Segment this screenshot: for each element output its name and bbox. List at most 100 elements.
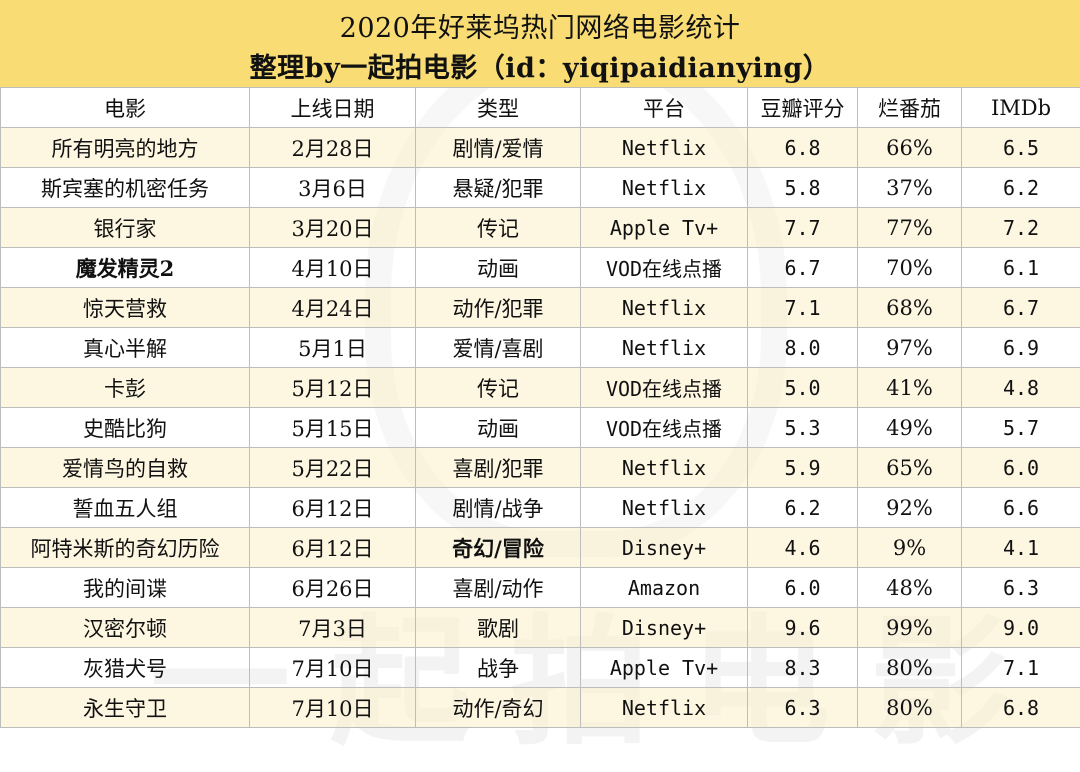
rotten-tomatoes-cell: 49%	[858, 408, 962, 448]
rotten-tomatoes-cell: 37%	[858, 168, 962, 208]
douban-score-cell: 7.7	[748, 208, 858, 248]
douban-score-cell: 6.8	[748, 128, 858, 168]
genre-cell: 传记	[416, 368, 581, 408]
genre-cell: 动画	[416, 408, 581, 448]
table-row: 汉密尔顿 7月3日 歌剧 Disney+ 9.6 99% 9.0	[1, 608, 1080, 648]
genre-cell: 战争	[416, 648, 581, 688]
release-date-cell: 5月1日	[250, 328, 416, 368]
table-row: 阿特米斯的奇幻历险 6月12日 奇幻/冒险 Disney+ 4.6 9% 4.1	[1, 528, 1080, 568]
rotten-tomatoes-cell: 80%	[858, 648, 962, 688]
page-subtitle: 整理by一起拍电影（id：yiqipaidianying）	[0, 46, 1080, 85]
imdb-score-cell: 6.8	[962, 688, 1080, 728]
rotten-tomatoes-cell: 77%	[858, 208, 962, 248]
release-date-cell: 7月3日	[250, 608, 416, 648]
imdb-score-cell: 5.7	[962, 408, 1080, 448]
imdb-score-cell: 9.0	[962, 608, 1080, 648]
imdb-score-cell: 6.7	[962, 288, 1080, 328]
genre-cell: 传记	[416, 208, 581, 248]
genre-cell: 爱情/喜剧	[416, 328, 581, 368]
movie-title-cell: 我的间谍	[1, 568, 250, 608]
douban-score-cell: 8.0	[748, 328, 858, 368]
release-date-cell: 6月12日	[250, 488, 416, 528]
genre-cell: 剧情/爱情	[416, 128, 581, 168]
douban-score-cell: 5.8	[748, 168, 858, 208]
release-date-cell: 5月12日	[250, 368, 416, 408]
douban-score-cell: 5.9	[748, 448, 858, 488]
platform-cell: VOD在线点播	[581, 408, 748, 448]
genre-cell: 喜剧/犯罪	[416, 448, 581, 488]
movie-title-cell: 爱情鸟的自救	[1, 448, 250, 488]
movie-title-cell: 魔发精灵2	[1, 248, 250, 288]
genre-cell: 动画	[416, 248, 581, 288]
platform-cell: Netflix	[581, 288, 748, 328]
movie-title-cell: 永生守卫	[1, 688, 250, 728]
release-date-cell: 7月10日	[250, 688, 416, 728]
column-header-date: 上线日期	[250, 88, 416, 128]
douban-score-cell: 6.0	[748, 568, 858, 608]
movie-title-cell: 灰猎犬号	[1, 648, 250, 688]
platform-cell: Amazon	[581, 568, 748, 608]
douban-score-cell: 7.1	[748, 288, 858, 328]
rotten-tomatoes-cell: 65%	[858, 448, 962, 488]
table-row: 魔发精灵2 4月10日 动画 VOD在线点播 6.7 70% 6.1	[1, 248, 1080, 288]
release-date-cell: 3月20日	[250, 208, 416, 248]
release-date-cell: 5月15日	[250, 408, 416, 448]
movie-title-cell: 所有明亮的地方	[1, 128, 250, 168]
rotten-tomatoes-cell: 9%	[858, 528, 962, 568]
column-header-title: 电影	[1, 88, 250, 128]
column-header-rotten-tomatoes: 烂番茄	[858, 88, 962, 128]
column-header-platform: 平台	[581, 88, 748, 128]
table-row: 真心半解 5月1日 爱情/喜剧 Netflix 8.0 97% 6.9	[1, 328, 1080, 368]
rotten-tomatoes-cell: 92%	[858, 488, 962, 528]
douban-score-cell: 6.2	[748, 488, 858, 528]
imdb-score-cell: 6.3	[962, 568, 1080, 608]
douban-score-cell: 6.3	[748, 688, 858, 728]
movie-title-cell: 真心半解	[1, 328, 250, 368]
release-date-cell: 4月10日	[250, 248, 416, 288]
douban-score-cell: 4.6	[748, 528, 858, 568]
table-row: 卡彭 5月12日 传记 VOD在线点播 5.0 41% 4.8	[1, 368, 1080, 408]
imdb-score-cell: 4.1	[962, 528, 1080, 568]
rotten-tomatoes-cell: 99%	[858, 608, 962, 648]
platform-cell: Disney+	[581, 528, 748, 568]
release-date-cell: 5月22日	[250, 448, 416, 488]
rotten-tomatoes-cell: 97%	[858, 328, 962, 368]
rotten-tomatoes-cell: 48%	[858, 568, 962, 608]
imdb-score-cell: 6.1	[962, 248, 1080, 288]
rotten-tomatoes-cell: 41%	[858, 368, 962, 408]
douban-score-cell: 5.0	[748, 368, 858, 408]
table-row: 史酷比狗 5月15日 动画 VOD在线点播 5.3 49% 5.7	[1, 408, 1080, 448]
movie-title-cell: 阿特米斯的奇幻历险	[1, 528, 250, 568]
spreadsheet-sheet: 一起拍电影 2020年好莱坞热门网络电影统计 整理by一起拍电影（id：yiqi…	[0, 0, 1080, 731]
platform-cell: Disney+	[581, 608, 748, 648]
page-title: 2020年好莱坞热门网络电影统计	[0, 6, 1080, 45]
release-date-cell: 6月12日	[250, 528, 416, 568]
douban-score-cell: 6.7	[748, 248, 858, 288]
table-row: 惊天营救 4月24日 动作/犯罪 Netflix 7.1 68% 6.7	[1, 288, 1080, 328]
platform-cell: VOD在线点播	[581, 248, 748, 288]
platform-cell: Netflix	[581, 128, 748, 168]
movie-title-cell: 誓血五人组	[1, 488, 250, 528]
imdb-score-cell: 4.8	[962, 368, 1080, 408]
table-row: 爱情鸟的自救 5月22日 喜剧/犯罪 Netflix 5.9 65% 6.0	[1, 448, 1080, 488]
header-row: 电影 上线日期 类型 平台 豆瓣评分 烂番茄 IMDb	[1, 88, 1080, 128]
movie-title-cell: 汉密尔顿	[1, 608, 250, 648]
genre-cell: 悬疑/犯罪	[416, 168, 581, 208]
release-date-cell: 2月28日	[250, 128, 416, 168]
table-row: 我的间谍 6月26日 喜剧/动作 Amazon 6.0 48% 6.3	[1, 568, 1080, 608]
title-banner: 2020年好莱坞热门网络电影统计 整理by一起拍电影（id：yiqipaidia…	[0, 0, 1080, 88]
genre-cell: 奇幻/冒险	[416, 528, 581, 568]
movie-title-cell: 史酷比狗	[1, 408, 250, 448]
table-row: 所有明亮的地方 2月28日 剧情/爱情 Netflix 6.8 66% 6.5	[1, 128, 1080, 168]
column-header-douban: 豆瓣评分	[748, 88, 858, 128]
platform-cell: VOD在线点播	[581, 368, 748, 408]
imdb-score-cell: 6.9	[962, 328, 1080, 368]
imdb-score-cell: 7.1	[962, 648, 1080, 688]
genre-cell: 动作/奇幻	[416, 688, 581, 728]
platform-cell: Netflix	[581, 328, 748, 368]
platform-cell: Netflix	[581, 688, 748, 728]
imdb-score-cell: 6.2	[962, 168, 1080, 208]
rotten-tomatoes-cell: 80%	[858, 688, 962, 728]
imdb-score-cell: 6.6	[962, 488, 1080, 528]
platform-cell: Netflix	[581, 168, 748, 208]
